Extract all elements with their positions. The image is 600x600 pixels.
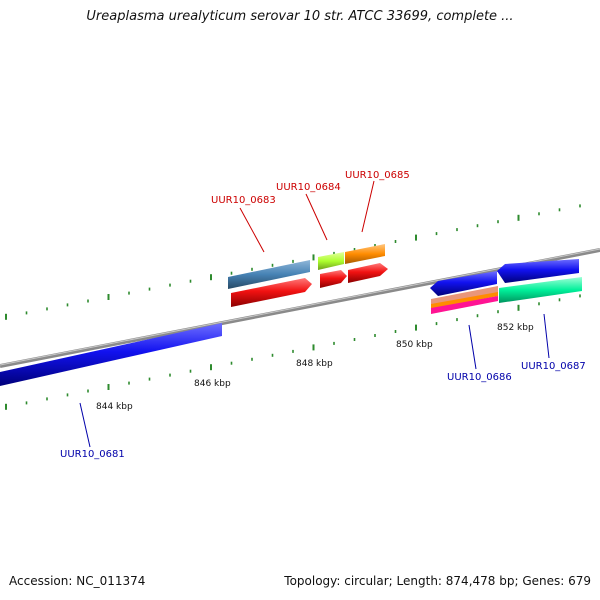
leader-uur10-0685: [361, 180, 375, 233]
position-label-844kbp: 844 kbp: [96, 402, 133, 412]
gene-uur10-0683[interactable]: [228, 260, 312, 307]
leader-uur10-0681: [79, 402, 91, 448]
gene-uur10-0684-arrow[interactable]: [318, 252, 344, 270]
gene-uur10-0685-cds-arrow[interactable]: [348, 263, 388, 283]
gene-uur10-0687-arrow[interactable]: [499, 277, 582, 303]
leader-uur10-0687: [543, 313, 550, 359]
gene-uur10-0683-cds-arrow[interactable]: [231, 278, 312, 307]
gene-uur10-0687-cds-arrow[interactable]: [497, 259, 579, 283]
gene-label-uur10-0685[interactable]: UUR10_0685: [345, 170, 410, 181]
backbone-highlight: [0, 248, 600, 366]
leader-uur10-0683: [239, 207, 265, 253]
gene-uur10-0685-arrow[interactable]: [345, 244, 385, 264]
position-label-846kbp: 846 kbp: [194, 379, 231, 389]
gene-uur10-0687[interactable]: [497, 259, 582, 303]
gene-uur10-0686-band-pink[interactable]: [431, 296, 498, 314]
leader-uur10-0684: [305, 193, 328, 241]
leader-uur10-0686: [468, 324, 477, 370]
reverse-tick-row: [5, 294, 581, 410]
position-label-852kbp: 852 kbp: [497, 323, 534, 333]
gene-uur10-0685[interactable]: [345, 244, 388, 283]
gene-uur10-0686-cds-arrow[interactable]: [430, 271, 497, 296]
gene-label-uur10-0687[interactable]: UUR10_0687: [521, 361, 586, 372]
gene-uur10-0684-cds-arrow[interactable]: [320, 270, 347, 288]
accession-text: Accession: NC_011374: [9, 574, 146, 588]
gene-uur10-0681-arrow[interactable]: [0, 323, 222, 386]
gene-uur10-0681[interactable]: [0, 323, 222, 386]
gene-label-uur10-0684[interactable]: UUR10_0684: [276, 182, 341, 193]
forward-tick-row: [5, 204, 581, 320]
position-label-850kbp: 850 kbp: [396, 340, 433, 350]
gene-label-uur10-0683[interactable]: UUR10_0683: [211, 195, 276, 206]
position-label-848kbp: 848 kbp: [296, 359, 333, 369]
gene-uur10-0686[interactable]: [430, 271, 498, 314]
gene-label-uur10-0686[interactable]: UUR10_0686: [447, 372, 512, 383]
gene-uur10-0684[interactable]: [318, 252, 347, 288]
gene-uur10-0686-band-salmon[interactable]: [431, 286, 498, 305]
genome-summary-text: Topology: circular; Length: 874,478 bp; …: [284, 574, 591, 588]
gene-uur10-0683-arrow[interactable]: [228, 260, 310, 289]
map-title: Ureaplasma urealyticum serovar 10 str. A…: [86, 9, 514, 24]
gene-uur10-0686-band-orange[interactable]: [431, 292, 498, 309]
gene-label-uur10-0681[interactable]: UUR10_0681: [60, 449, 125, 460]
